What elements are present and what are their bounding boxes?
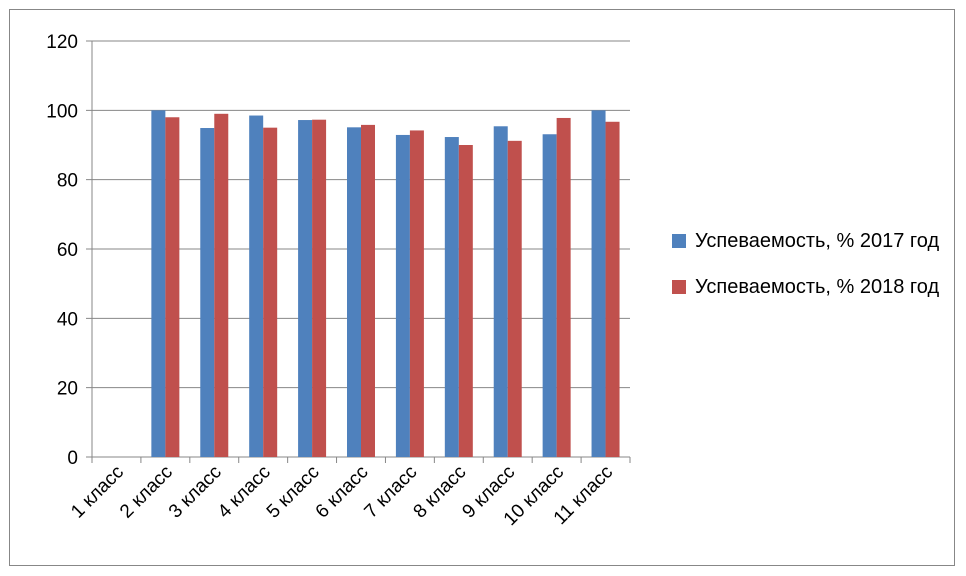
x-tick-label: 7 класс [361, 462, 422, 523]
bar-2018 [507, 140, 522, 457]
bar-2018 [263, 127, 278, 458]
x-tick-label: 5 класс [263, 462, 324, 523]
bar-2018 [312, 119, 327, 458]
bar-2017 [542, 134, 557, 457]
legend-label-2018: Успеваемость, % 2018 год [695, 276, 940, 298]
bar-2018 [556, 117, 571, 458]
legend-item-2017: Успеваемость, % 2017 год [670, 222, 960, 260]
bar-2017 [591, 110, 606, 457]
bar-2018 [409, 130, 424, 457]
bars [151, 110, 620, 458]
y-tick-label: 120 [46, 32, 78, 53]
bar-2017 [298, 120, 313, 457]
y-tick-label: 20 [57, 379, 78, 400]
y-tick-label: 60 [57, 240, 78, 261]
legend-swatch-2018 [672, 280, 686, 294]
x-tick-label: 1 класс [67, 462, 128, 523]
y-tick-label: 80 [57, 171, 78, 192]
bar-2017 [347, 127, 361, 457]
bar-2018 [605, 121, 620, 458]
bar-2018 [214, 113, 229, 458]
legend-label-2017: Успеваемость, % 2017 год [695, 230, 940, 252]
bar-2018 [458, 145, 473, 457]
y-tick-label: 0 [67, 448, 78, 469]
x-tick-label: 4 класс [214, 462, 275, 523]
legend: Успеваемость, % 2017 год Успеваемость, %… [670, 222, 960, 314]
legend-swatch-2017 [672, 234, 686, 248]
x-tick-label: 3 класс [165, 462, 226, 523]
bar-2017 [249, 115, 264, 458]
bar-2017 [493, 126, 508, 457]
bar-2017 [151, 110, 166, 457]
bar-2017 [200, 128, 215, 457]
bar-2017 [444, 137, 459, 457]
bar-2017 [395, 134, 410, 458]
y-tick-label: 100 [46, 101, 78, 122]
x-tick-label: 2 класс [116, 462, 177, 523]
y-axis-labels: 0 20 40 60 80 100 120 [46, 32, 78, 469]
x-tick-label: 6 класс [312, 462, 373, 523]
x-tick-label: 8 класс [410, 462, 471, 523]
legend-item-2018: Успеваемость, % 2018 год [670, 268, 960, 306]
bar-2018 [165, 117, 180, 458]
y-tick-label: 40 [57, 309, 78, 330]
bar-2018 [361, 124, 375, 457]
